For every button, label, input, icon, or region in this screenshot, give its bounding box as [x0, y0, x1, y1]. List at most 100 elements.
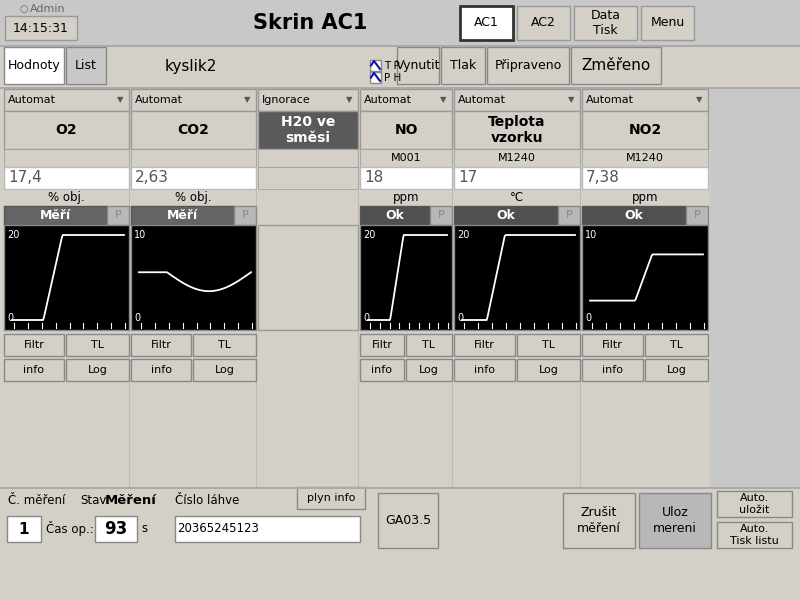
- Bar: [4, 334, 64, 356]
- Text: M1240: M1240: [626, 153, 664, 163]
- Text: 14:15:31: 14:15:31: [13, 22, 69, 34]
- Bar: [66, 359, 129, 381]
- Text: Admin: Admin: [30, 4, 66, 14]
- Bar: [517, 334, 580, 356]
- Bar: [582, 149, 708, 167]
- Text: Vynutit: Vynutit: [396, 59, 440, 72]
- Text: 2,63: 2,63: [135, 170, 169, 185]
- Text: Ok: Ok: [386, 209, 405, 222]
- Bar: [460, 6, 513, 40]
- Text: Tlak: Tlak: [450, 59, 476, 72]
- Bar: [0, 0, 800, 45]
- Bar: [717, 491, 792, 517]
- Bar: [107, 206, 129, 225]
- Bar: [193, 334, 256, 356]
- Bar: [4, 167, 129, 189]
- Bar: [4, 89, 129, 111]
- Bar: [0, 87, 800, 487]
- Text: info: info: [474, 365, 495, 375]
- Text: ppm: ppm: [393, 191, 419, 204]
- Bar: [454, 149, 580, 167]
- Bar: [4, 225, 129, 330]
- Text: Auto.
uložit: Auto. uložit: [739, 493, 770, 515]
- Text: Automat: Automat: [8, 95, 56, 105]
- Bar: [258, 149, 358, 167]
- Bar: [645, 334, 708, 356]
- Text: 10: 10: [134, 230, 146, 240]
- Text: AC2: AC2: [531, 16, 556, 29]
- Bar: [454, 167, 580, 189]
- Bar: [297, 487, 365, 509]
- Text: P: P: [438, 211, 444, 220]
- Bar: [0, 87, 800, 89]
- Text: List: List: [75, 59, 97, 72]
- Bar: [66, 47, 106, 84]
- Bar: [131, 206, 234, 225]
- Text: % obj.: % obj.: [48, 191, 85, 204]
- Text: % obj.: % obj.: [175, 191, 212, 204]
- Text: P H: P H: [384, 73, 402, 83]
- Bar: [360, 206, 430, 225]
- Text: Měření: Měření: [105, 493, 157, 506]
- Text: Log: Log: [419, 365, 439, 375]
- Bar: [4, 47, 64, 84]
- Bar: [574, 6, 637, 40]
- Bar: [454, 334, 515, 356]
- Text: Uloz
mereni: Uloz mereni: [653, 506, 697, 535]
- Text: 17,4: 17,4: [8, 170, 42, 185]
- Text: info: info: [602, 365, 623, 375]
- Bar: [360, 167, 452, 189]
- Text: Hodnoty: Hodnoty: [8, 59, 60, 72]
- Text: ▼: ▼: [117, 95, 123, 104]
- Text: Zrušit
měření: Zrušit měření: [577, 506, 621, 535]
- Text: NO2: NO2: [628, 123, 662, 137]
- Text: ppm: ppm: [632, 191, 658, 204]
- Text: Filtr: Filtr: [602, 340, 623, 350]
- Bar: [131, 149, 256, 167]
- Bar: [360, 149, 452, 167]
- Text: Ok: Ok: [625, 209, 643, 222]
- Text: Připraveno: Připraveno: [494, 59, 562, 72]
- Bar: [582, 225, 708, 330]
- Text: 0: 0: [134, 313, 140, 323]
- Bar: [131, 359, 191, 381]
- Text: Automat: Automat: [135, 95, 183, 105]
- Bar: [582, 89, 708, 111]
- Text: Teplota
vzorku: Teplota vzorku: [488, 115, 546, 145]
- Text: P: P: [566, 211, 572, 220]
- Bar: [0, 487, 800, 600]
- Text: NO: NO: [394, 123, 418, 137]
- Bar: [582, 359, 643, 381]
- Bar: [360, 111, 452, 149]
- Text: 20: 20: [363, 230, 375, 240]
- Bar: [360, 89, 452, 111]
- Bar: [5, 16, 77, 40]
- Text: 20365245123: 20365245123: [177, 523, 259, 535]
- Bar: [686, 206, 708, 225]
- Text: kyslik2: kyslik2: [165, 58, 218, 73]
- Bar: [131, 167, 256, 189]
- Text: Data
Tisk: Data Tisk: [590, 9, 621, 37]
- Text: 7,38: 7,38: [586, 170, 620, 185]
- Bar: [4, 359, 64, 381]
- Bar: [378, 493, 438, 548]
- Bar: [430, 206, 452, 225]
- Bar: [641, 6, 694, 40]
- Bar: [360, 359, 404, 381]
- Text: ▼: ▼: [440, 95, 446, 104]
- Text: Log: Log: [87, 365, 107, 375]
- Text: P: P: [114, 211, 122, 220]
- Bar: [639, 493, 711, 548]
- Bar: [7, 516, 41, 542]
- Bar: [193, 359, 256, 381]
- Bar: [454, 206, 558, 225]
- Text: 0: 0: [7, 313, 13, 323]
- Text: Č. měření: Č. měření: [8, 493, 66, 506]
- Text: P: P: [242, 211, 248, 220]
- Bar: [406, 334, 452, 356]
- Text: TL: TL: [422, 340, 435, 350]
- Text: 0: 0: [457, 313, 463, 323]
- Bar: [4, 206, 107, 225]
- Text: Log: Log: [538, 365, 558, 375]
- Text: CO2: CO2: [178, 123, 210, 137]
